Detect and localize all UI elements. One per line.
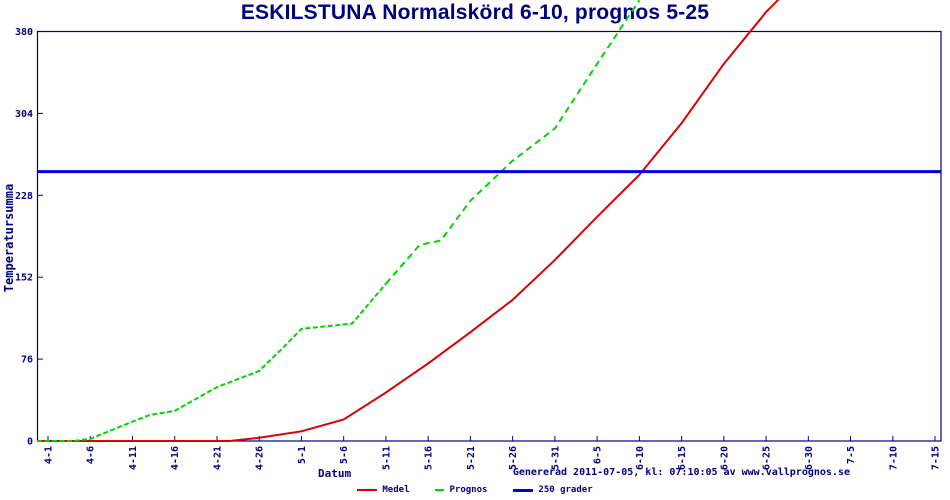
prognos-line bbox=[37, 283, 387, 442]
x-tick-label: 5-1 bbox=[297, 446, 308, 464]
medel-line bbox=[37, 0, 780, 442]
legend-item-prognos: Prognos bbox=[435, 485, 487, 495]
x-tick-label: 5-21 bbox=[466, 446, 477, 470]
grader-line-swatch bbox=[513, 488, 534, 492]
legend: Medel Prognos 250 grader bbox=[0, 485, 950, 495]
prognos-line bbox=[385, 0, 641, 285]
x-tick-label: 4-1 bbox=[44, 446, 55, 464]
x-tick-label: 5-6 bbox=[339, 446, 350, 464]
chart-title: ESKILSTUNA Normalskörd 6-10, prognos 5-2… bbox=[240, 1, 710, 24]
plot-border bbox=[36, 30, 942, 442]
x-tick-label: 7-10 bbox=[888, 446, 899, 470]
y-tick-label: 304 bbox=[15, 109, 33, 120]
y-tick-label: 228 bbox=[15, 191, 33, 202]
y-tick-label: 380 bbox=[15, 27, 33, 38]
x-tick-label: 5-16 bbox=[424, 446, 435, 470]
x-tick-label: 7-5 bbox=[846, 446, 857, 464]
x-tick-label: 5-11 bbox=[381, 446, 392, 470]
prognos-line-swatch bbox=[435, 489, 445, 491]
x-tick-label: 4-16 bbox=[170, 446, 181, 470]
x-tick-label: 4-11 bbox=[128, 446, 139, 470]
medel-line-swatch bbox=[357, 489, 378, 491]
x-tick-label: 4-6 bbox=[86, 446, 97, 464]
x-tick-label: 7-15 bbox=[931, 446, 942, 470]
x-tick-label: 4-21 bbox=[212, 446, 223, 470]
y-tick-label: 76 bbox=[21, 355, 33, 366]
legend-label-medel: Medel bbox=[382, 485, 410, 495]
y-tick-label: 152 bbox=[15, 273, 33, 284]
legend-label-250-grader: 250 grader bbox=[538, 485, 593, 495]
x-tick-label: 4-26 bbox=[255, 446, 266, 470]
legend-item-medel: Medel bbox=[357, 485, 409, 495]
y-axis-label: Temperatursumma bbox=[2, 183, 16, 293]
legend-label-prognos: Prognos bbox=[449, 485, 488, 495]
legend-item-250-grader: 250 grader bbox=[513, 485, 593, 495]
x-axis-label: Datum bbox=[318, 467, 352, 480]
y-tick-label: 0 bbox=[27, 437, 33, 448]
generated-timestamp-text: Genererad 2011-07-05, kl: 07:10:05 av ww… bbox=[512, 467, 850, 478]
x-tick-label: 6-5 bbox=[593, 446, 604, 464]
